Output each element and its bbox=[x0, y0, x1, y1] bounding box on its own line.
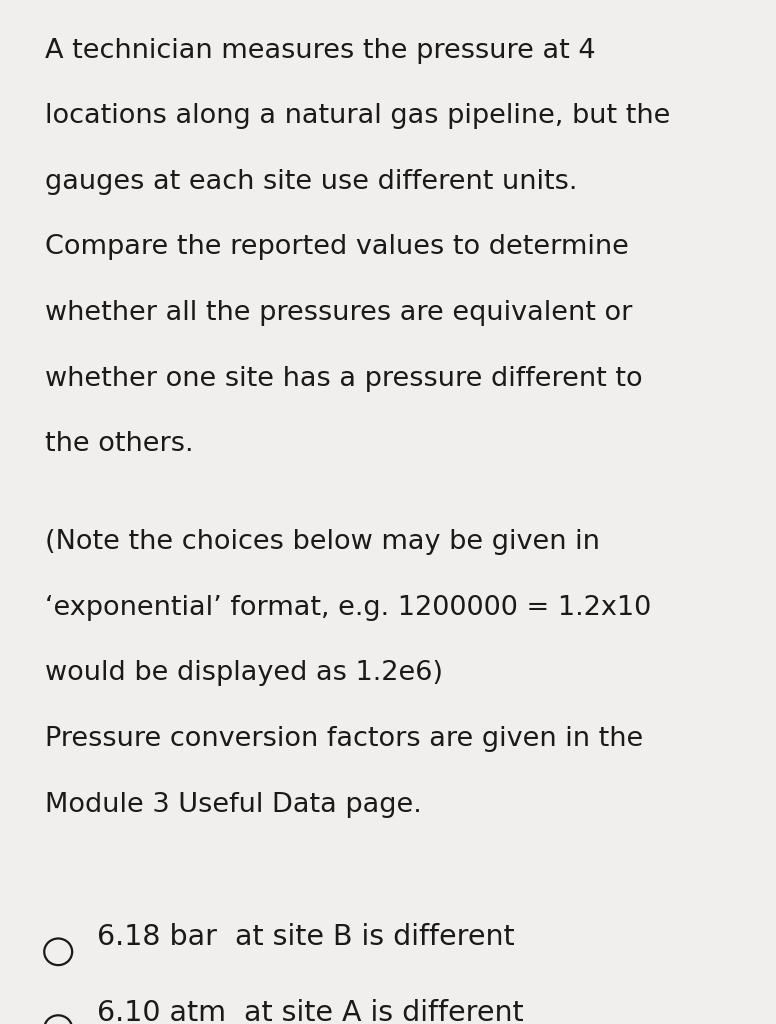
Text: 6.10 atm  at site A is different: 6.10 atm at site A is different bbox=[97, 999, 524, 1024]
Text: Pressure conversion factors are given in the: Pressure conversion factors are given in… bbox=[45, 726, 643, 752]
Text: Compare the reported values to determine: Compare the reported values to determine bbox=[45, 234, 629, 260]
Text: whether all the pressures are equivalent or: whether all the pressures are equivalent… bbox=[45, 300, 632, 326]
Text: whether one site has a pressure different to: whether one site has a pressure differen… bbox=[45, 366, 643, 391]
Text: 6.18 bar  at site B is different: 6.18 bar at site B is different bbox=[97, 923, 514, 950]
Text: A technician measures the pressure at 4: A technician measures the pressure at 4 bbox=[45, 38, 596, 63]
Text: ‘exponential’ format, e.g. 1200000 = 1.2x10: ‘exponential’ format, e.g. 1200000 = 1.2… bbox=[45, 595, 651, 621]
Text: locations along a natural gas pipeline, but the: locations along a natural gas pipeline, … bbox=[45, 103, 670, 129]
Text: (Note the choices below may be given in: (Note the choices below may be given in bbox=[45, 529, 600, 555]
Text: Module 3 Useful Data page.: Module 3 Useful Data page. bbox=[45, 792, 422, 817]
Text: would be displayed as 1.2e6): would be displayed as 1.2e6) bbox=[45, 660, 443, 686]
Text: the others.: the others. bbox=[45, 431, 193, 457]
Text: gauges at each site use different units.: gauges at each site use different units. bbox=[45, 169, 577, 195]
